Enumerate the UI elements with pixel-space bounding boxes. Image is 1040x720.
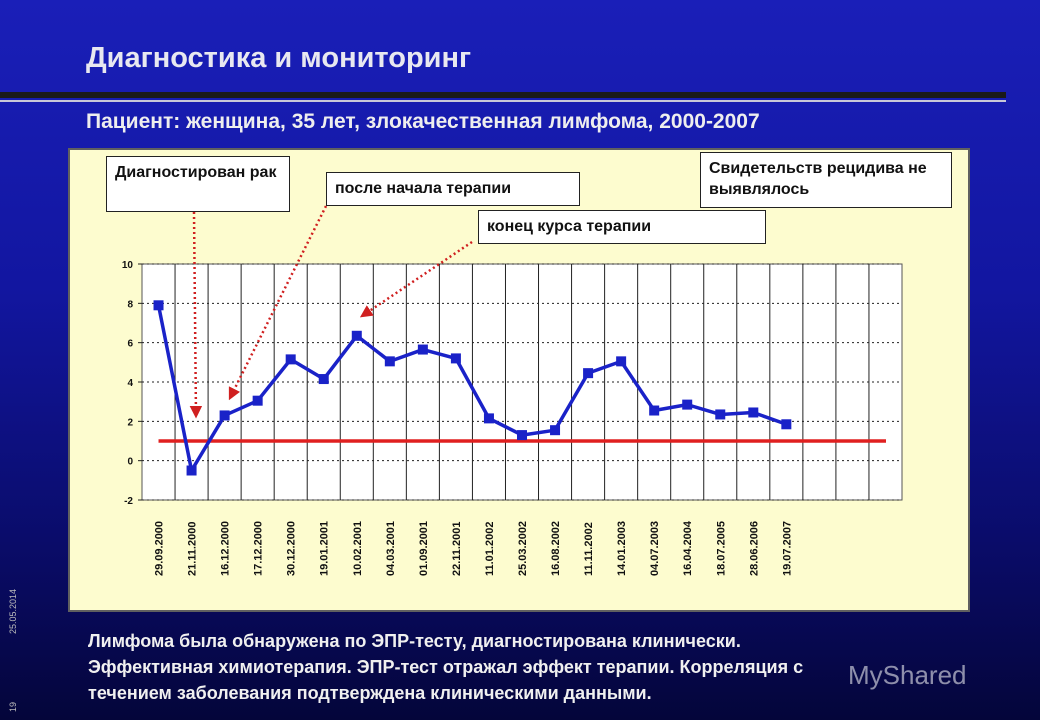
x-tick-label: 21.11.2000: [187, 522, 199, 576]
data-point: [682, 399, 693, 410]
data-point: [417, 344, 428, 355]
watermark-logo: MyShared: [848, 660, 967, 690]
x-tick-label: 22.11.2001: [451, 522, 463, 576]
annotation-course-end: конец курса терапии: [478, 210, 766, 244]
data-point: [318, 374, 329, 385]
x-tick-label: 16.08.2002: [550, 521, 562, 576]
data-point: [153, 300, 164, 311]
arrow-diagnosed: [189, 211, 203, 419]
x-tick-label: 11.11.2002: [583, 522, 595, 576]
arrow-after-start: [228, 205, 328, 401]
caption-line-1: Лимфома была обнаружена по ЭПР-тесту, ди…: [88, 631, 741, 651]
data-point: [616, 356, 627, 367]
data-point: [649, 405, 660, 416]
series-line: [156, 304, 787, 473]
chart-panel: 10 8 6 4 2 0 -2 29.09.2000 21.11.2000 16.12.2000 1…: [68, 148, 970, 612]
title-divider-thin: [0, 100, 1006, 102]
patient-subtitle: Пациент: женщина, 35 лет, злокачественна…: [86, 110, 760, 133]
x-tick-label: 29.09.2000: [154, 521, 166, 576]
data-point: [186, 465, 197, 476]
caption-line-3: течением заболевания подтверждена клинич…: [88, 683, 652, 703]
caption-line-2: Эффективная химиотерапия. ЭПР-тест отраж…: [88, 657, 804, 677]
line-chart: 10 8 6 4 2 0 -2 29.09.2000 21.11.2000 16.12.2000 1…: [122, 205, 903, 576]
title-divider: [0, 92, 1006, 98]
arrow-course-end: [359, 240, 473, 318]
x-tick-label: 16.12.2000: [220, 521, 232, 576]
x-tick-label: 01.09.2001: [418, 521, 430, 576]
x-tick-label: 11.01.2002: [484, 522, 496, 576]
x-tick-label: 14.01.2003: [616, 521, 628, 576]
data-point: [583, 368, 594, 379]
annotation-diagnosed: Диагностирован рак: [106, 156, 290, 212]
annotation-no-relapse: Свидетельств рецидива не выявлялось: [700, 152, 952, 208]
data-point: [285, 354, 296, 365]
x-tick-label: 30.12.2000: [286, 521, 298, 576]
x-tick-label: 04.07.2003: [649, 521, 661, 576]
annotation-after-start: после начала терапии: [326, 172, 580, 206]
data-point: [219, 410, 230, 421]
x-tick-label: 19.07.2007: [781, 521, 793, 576]
data-point: [715, 409, 726, 420]
y-tick-label: -2: [124, 496, 133, 507]
data-point: [351, 330, 362, 341]
y-tick-label: 10: [122, 260, 134, 271]
x-tick-label: 25.03.2002: [517, 521, 529, 576]
y-tick-label: 8: [127, 299, 133, 310]
x-tick-label: 17.12.2000: [253, 521, 265, 576]
data-point: [748, 407, 759, 418]
slide-number: 19: [8, 701, 18, 712]
slide-date: 25.05.2014: [8, 588, 18, 634]
y-tick-label: 0: [127, 457, 133, 468]
x-tick-label: 18.07.2005: [715, 521, 727, 576]
x-tick-label: 04.03.2001: [385, 521, 397, 576]
x-tick-label: 16.04.2004: [682, 520, 694, 576]
x-tick-label: 19.01.2001: [319, 521, 331, 576]
y-tick-label: 4: [127, 378, 133, 389]
caption: Лимфома была обнаружена по ЭПР-тесту, ди…: [88, 628, 1008, 706]
x-tick-label: 10.02.2001: [352, 521, 364, 576]
data-point: [781, 419, 792, 430]
x-tick-label: 28.06.2006: [748, 521, 760, 576]
data-point: [517, 430, 527, 441]
data-point: [384, 356, 395, 367]
data-point: [252, 395, 263, 406]
y-tick-label: 2: [127, 417, 133, 428]
data-point: [550, 425, 561, 436]
slide-title: Диагностика и мониторинг: [86, 42, 472, 74]
data-point: [450, 353, 461, 364]
data-point: [483, 413, 494, 424]
y-tick-label: 6: [127, 339, 133, 350]
